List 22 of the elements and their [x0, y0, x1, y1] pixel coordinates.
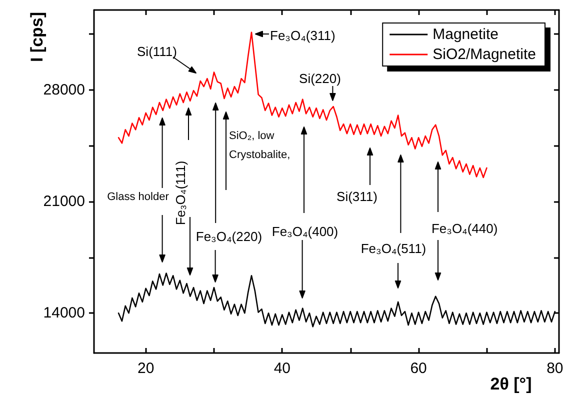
annotation: Fe₃O₄(400) [272, 224, 338, 240]
annotation: Si(220) [299, 70, 341, 86]
annotation: Si(111) [137, 44, 177, 60]
annotation: Fe₃O₄(311) [270, 28, 336, 44]
y-tick-label: 28000 [43, 81, 85, 98]
annotation: SiO₂, low Crystobalite, [229, 129, 292, 163]
annotation: Fe₃O₄(511) [360, 240, 426, 256]
x-tick-label: 20 [137, 360, 154, 377]
legend-label: SiO2/Magnetite [432, 46, 536, 63]
x-tick-label: 60 [410, 360, 427, 377]
annotation: Fe₃O₄(220) [196, 228, 262, 244]
y-tick-label: 21000 [43, 192, 85, 210]
annotation: Fe₃O₄(111) [172, 160, 188, 226]
annotation: Fe₃O₄(440) [431, 220, 498, 236]
x-axis-title: 2θ [°] [490, 374, 532, 394]
legend-label: Magnetite [432, 26, 498, 43]
annotation: Si(311) [336, 188, 378, 204]
annotation: Glass holder [107, 190, 169, 204]
x-tick-label: 40 [274, 360, 291, 377]
y-tick-label: 14000 [43, 304, 85, 322]
y-axis-title: I [cps] [28, 12, 46, 62]
x-tick-label: 80 [546, 360, 564, 377]
